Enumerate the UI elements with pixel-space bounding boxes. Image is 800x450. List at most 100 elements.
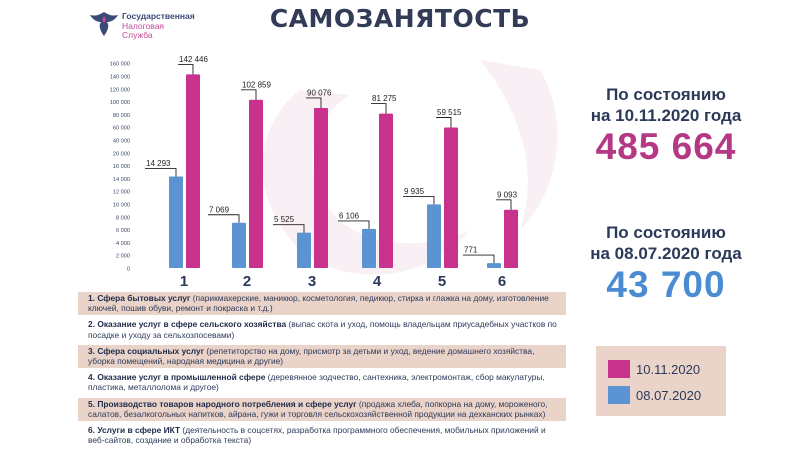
bar-nov <box>186 74 200 268</box>
stat-nov-line-2: на 10.11.2020 года <box>590 106 742 125</box>
callout-line-nov <box>306 97 322 108</box>
x-category-label: 4 <box>373 273 382 290</box>
callout-line-jul <box>403 195 435 205</box>
bar-nov <box>504 209 518 268</box>
category-item-4: 4. Оказание услуг в промышленной сфере (… <box>78 371 566 394</box>
y-tick-label: 0 <box>127 267 130 273</box>
category-number: 6. <box>88 425 95 436</box>
legend-label-nov: 10.11.2020 <box>636 362 701 377</box>
stat-jul: По состоянию на 08.07.2020 года 43 700 <box>556 222 776 306</box>
bar-jul <box>297 232 311 268</box>
x-category-label: 5 <box>438 273 446 290</box>
data-label-jul: 9 935 <box>404 187 425 196</box>
data-label-nov: 142 446 <box>179 55 208 64</box>
category-name: Услуги в сфере ИКТ <box>97 425 181 436</box>
category-name: Оказание услуг в промышленной сфере <box>97 372 266 383</box>
category-number: 1. <box>88 293 95 303</box>
bar-jul <box>487 263 501 268</box>
bar-jul <box>427 204 441 268</box>
bar-jul <box>169 176 183 268</box>
stat-jul-value: 43 700 <box>606 264 726 305</box>
stat-nov: По состоянию на 10.11.2020 года 485 664 <box>556 84 776 168</box>
category-desc: (деятельность в соцсетях, разработка про… <box>88 425 546 446</box>
stat-nov-value: 485 664 <box>595 126 737 167</box>
category-name: Сфера бытовых услуг <box>97 293 191 303</box>
y-tick-label: 16 000 <box>113 164 130 170</box>
data-label-nov: 9 093 <box>497 190 518 199</box>
bar-nov <box>379 113 393 268</box>
category-item-1: 1. Сфера бытовых услуг (парикмахерские, … <box>78 292 566 316</box>
y-tick-label: 160 000 <box>110 62 130 68</box>
chart-legend: 10.11.2020 08.07.2020 <box>596 346 726 416</box>
category-name: Производство товаров народного потреблен… <box>97 398 357 409</box>
callout-line-nov <box>241 89 257 100</box>
callout-line-jul <box>208 214 240 223</box>
data-label-jul: 7 069 <box>209 205 230 214</box>
bar-jul <box>232 222 246 268</box>
bar-nov <box>444 127 458 268</box>
category-desc: (выпас скота и уход, помощь владельцам п… <box>88 319 557 340</box>
category-item-3: 3. Сфера социальных услуг (репетиторство… <box>78 344 566 369</box>
stat-jul-line-1: По состоянию <box>606 223 726 242</box>
legend-swatch-jul <box>608 386 630 404</box>
y-tick-label: 8 000 <box>116 215 130 221</box>
y-tick-label: 20 000 <box>113 151 130 157</box>
bar-nov <box>249 99 263 269</box>
y-tick-label: 140 000 <box>110 75 130 81</box>
y-tick-label: 80 000 <box>113 113 130 119</box>
category-desc: (парикмахерские, маникюр, косметология, … <box>88 293 549 314</box>
category-number: 4. <box>88 372 95 383</box>
callout-line-jul <box>463 254 495 264</box>
x-category-label: 3 <box>308 273 316 290</box>
data-label-jul: 6 106 <box>339 211 360 220</box>
callout-line-nov <box>436 117 452 128</box>
callout-line-jul <box>338 220 370 229</box>
logo-line-1: Государственная <box>122 11 195 21</box>
y-tick-label: 40 000 <box>113 139 130 145</box>
bar-jul <box>362 228 376 268</box>
y-tick-label: 10 000 <box>113 203 130 209</box>
page-title: САМОЗАНЯТОСТЬ <box>269 4 531 33</box>
callout-line-jul <box>145 168 177 177</box>
x-category-label: 2 <box>243 273 251 290</box>
category-item-2: 2. Оказание услуг в сфере сельского хозя… <box>78 318 566 341</box>
data-label-nov: 102 859 <box>242 80 271 89</box>
data-label-nov: 59 515 <box>437 108 462 117</box>
y-tick-label: 2 000 <box>116 254 130 260</box>
category-list: 1. Сфера бытовых услуг (парикмахерские, … <box>78 292 566 450</box>
watermark-wing <box>480 60 558 230</box>
category-number: 2. <box>88 319 95 330</box>
x-category-label: 6 <box>498 273 506 290</box>
tax-service-logo: Государственная Налоговая Служба <box>88 6 238 44</box>
data-label-nov: 81 275 <box>372 94 397 103</box>
category-number: 3. <box>88 345 95 356</box>
stat-nov-line-1: По состоянию <box>606 85 726 104</box>
y-tick-label: 12 000 <box>113 190 130 196</box>
legend-label-jul: 08.07.2020 <box>636 388 702 403</box>
logo-line-2: Налоговая <box>122 20 165 31</box>
category-number: 5. <box>88 398 95 409</box>
category-desc: (репетиторство на дому, присмотр за деть… <box>88 345 535 367</box>
bar-nov <box>314 107 328 269</box>
data-label-jul: 14 293 <box>146 159 171 168</box>
y-tick-label: 120 000 <box>110 87 130 93</box>
category-desc: (продажа хлеба, попкорна на дому, мороже… <box>88 398 548 419</box>
category-item-6: 6. Услуги в сфере ИКТ (деятельность в со… <box>78 424 566 447</box>
y-tick-label: 4 000 <box>116 241 130 247</box>
stat-jul-line-2: на 08.07.2020 года <box>590 244 742 263</box>
logo-text: Государственная Налоговая Служба <box>122 11 195 41</box>
eagle-emblem-icon <box>90 12 118 36</box>
callout-line-nov <box>178 63 194 75</box>
category-name: Сфера социальных услуг <box>97 345 205 356</box>
y-tick-label: 14 000 <box>113 177 130 183</box>
callout-line-nov <box>371 103 387 114</box>
callout-line-nov <box>496 199 512 210</box>
callout-line-jul <box>273 224 305 233</box>
logo-line-3: Служба <box>122 30 153 40</box>
y-tick-label: 6 000 <box>116 228 130 234</box>
category-item-5: 5. Производство товаров народного потреб… <box>78 397 566 422</box>
data-label-jul: 5 525 <box>274 215 295 224</box>
y-tick-label: 100 000 <box>110 100 130 106</box>
data-label-jul: 771 <box>464 246 478 255</box>
